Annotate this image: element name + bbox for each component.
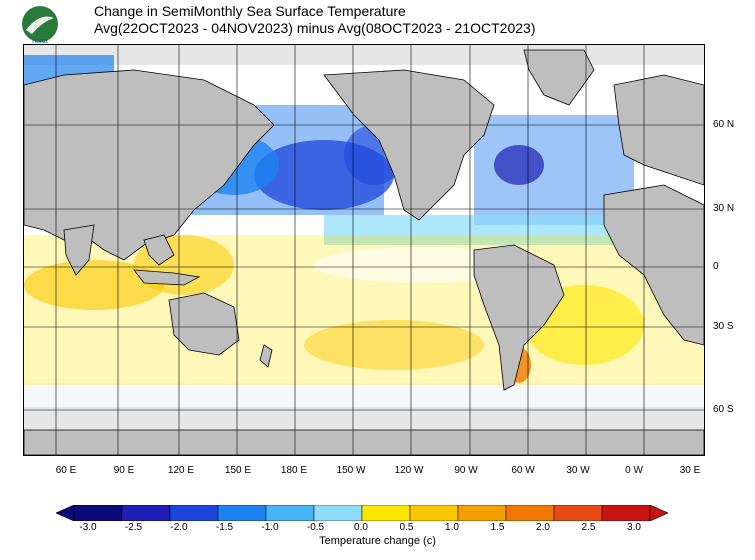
colorbar-tick-label: -1.5	[215, 522, 234, 533]
lat-label-60n: 60 N	[713, 119, 735, 130]
lon-label-90w: 90 W	[454, 465, 478, 476]
lat-label-30n: 30 N	[713, 203, 735, 214]
colorbar-tick-label: 2.0	[536, 522, 550, 533]
lon-label-30w: 30 W	[566, 465, 590, 476]
colorbar-cell	[121, 505, 171, 521]
lon-label-150e: 150 E	[224, 465, 252, 476]
colorbar-tick-label: -1.0	[261, 522, 279, 533]
colorbar-tick-label: 0.0	[354, 522, 368, 533]
colorbar-cell	[361, 505, 411, 521]
map-canvas	[24, 45, 704, 455]
title-line-1: Change in SemiMonthly Sea Surface Temper…	[94, 3, 406, 19]
subtropic-cool	[324, 215, 624, 245]
colorbar-title: Temperature change (c)	[319, 535, 436, 547]
australia-land	[168, 292, 240, 356]
colorbar-tick-label: -3.0	[79, 522, 97, 533]
colorbar-cell	[505, 505, 555, 521]
title-line-2: Avg(22OCT2023 - 04NOV2023) minus Avg(08O…	[94, 20, 536, 36]
lon-label-60e: 60 E	[55, 465, 77, 476]
southeast-asia-land	[143, 234, 175, 266]
colorbar-tick-label: -0.5	[306, 522, 325, 533]
colorbar-tick-label: 1.0	[445, 522, 459, 533]
map-title: Change in SemiMonthly Sea Surface Temper…	[94, 3, 536, 37]
new-zealand-land	[259, 344, 273, 368]
lon-label-60w: 60 W	[511, 465, 535, 476]
europe-land	[613, 74, 704, 186]
logo-text: noaa	[32, 38, 48, 44]
colorbar-tick-label: -2.0	[170, 522, 188, 533]
land-masses	[24, 49, 704, 455]
indian-ocean-warm	[24, 260, 164, 310]
colorbar-tick-label: 0.5	[399, 522, 414, 533]
colorbar-tick-label: 2.5	[581, 522, 596, 533]
lon-label-150w: 150 W	[336, 465, 366, 476]
colorbar-cell	[553, 505, 603, 521]
colorbar-tick-label: 3.0	[627, 522, 641, 533]
colorbar-cell	[169, 505, 219, 521]
greenland-land	[523, 49, 595, 106]
lat-label-60s: 60 S	[713, 404, 734, 415]
south-pacific-warm	[304, 320, 484, 370]
noaa-logo: noaa	[22, 6, 58, 44]
colorbar-cell	[265, 505, 315, 521]
colorbar-tick-label: 1.5	[490, 522, 505, 533]
north-america-land	[323, 69, 495, 221]
sst-change-map	[23, 44, 705, 456]
lon-label-0w: 0 W	[625, 465, 643, 476]
lon-label-90e: 90 E	[113, 465, 135, 476]
colorbar-tick-label: -2.5	[124, 522, 143, 533]
colorbar-right-arrow	[649, 505, 668, 521]
colorbar	[56, 505, 668, 521]
colorbar-cell	[457, 505, 507, 521]
arctic-band	[24, 45, 704, 65]
antarctica-land	[24, 429, 704, 455]
lon-label-120e: 120 E	[167, 465, 195, 476]
gulf-stream-cool	[494, 145, 544, 185]
india-land	[63, 224, 95, 276]
lon-label-180e: 180 E	[280, 465, 308, 476]
southern-pale-band	[24, 383, 704, 407]
colorbar-cell	[313, 505, 363, 521]
africa-land	[603, 184, 704, 346]
colorbar-cell	[217, 505, 267, 521]
lat-label-0: 0	[713, 261, 719, 272]
colorbar-cell	[409, 505, 459, 521]
graticule	[24, 45, 704, 455]
lon-label-120w: 120 W	[394, 465, 424, 476]
colorbar-cell	[601, 505, 651, 521]
lon-label-30e: 30 E	[679, 465, 701, 476]
indonesia-land	[133, 269, 201, 286]
colorbar-left-arrow	[56, 505, 75, 521]
south-america-land	[473, 244, 565, 391]
lat-label-30s: 30 S	[713, 321, 734, 332]
eurasia-land	[24, 69, 275, 261]
colorbar-cell	[73, 505, 123, 521]
